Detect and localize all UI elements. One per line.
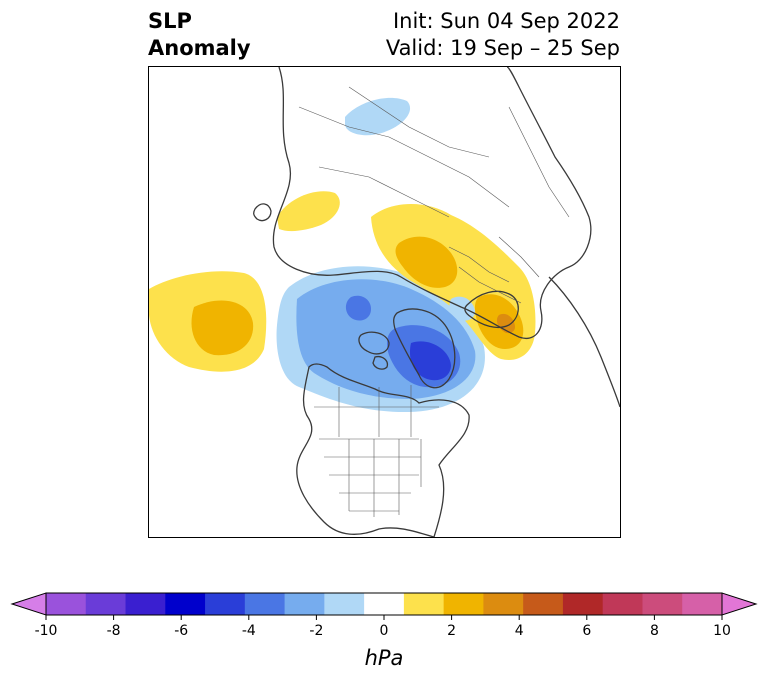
coastline-africa: [548, 276, 620, 408]
borders-europe: [448, 236, 540, 304]
coastline-layer: [253, 67, 620, 537]
colorbar-cell: [682, 593, 723, 615]
colorbar-cells: [10, 592, 758, 616]
colorbar-cell: [284, 593, 325, 615]
title-line-1: SLP: [148, 9, 192, 33]
borders-canada: [314, 385, 439, 437]
colorbar-cell: [85, 593, 127, 615]
anomaly-russia-high-inner: [395, 236, 458, 288]
valid-dates: Valid: 19 Sep – 25 Sep: [385, 36, 620, 60]
coastline-japan: [253, 203, 272, 222]
colorbar-cell: [205, 593, 246, 615]
colorbar-cell: [244, 593, 286, 615]
coastline-eurasia: [272, 67, 592, 339]
colorbar-tick-label: 10: [713, 623, 731, 639]
colorbar-cell: [443, 593, 484, 615]
colorbar-tick-label: 6: [582, 623, 591, 639]
colorbar-cell: [403, 593, 445, 615]
colorbar-cell: [46, 593, 87, 615]
colorbar-extend-min: [10, 592, 47, 616]
colorbar-cell: [324, 593, 365, 615]
slp-anomaly-map: [148, 66, 621, 538]
colorbar-tick-label: -6: [174, 623, 188, 639]
colorbar-cell: [125, 593, 166, 615]
colorbar-tick-label: -2: [309, 623, 323, 639]
colorbar: -10 -8 -6 -4 -2 0 2 4 6 8 10: [0, 585, 768, 649]
colorbar-tick-label: 8: [650, 623, 659, 639]
colorbar-ticks: -10 -8 -6 -4 -2 0 2 4 6 8 10: [35, 615, 731, 639]
colorbar-cell: [523, 593, 564, 615]
colorbar-extend-max: [721, 592, 758, 616]
title-line-2: Anomaly: [148, 36, 251, 60]
coastline-arctic-islands: [358, 331, 390, 370]
anomaly-fill-layer: [149, 97, 536, 413]
forecast-dates: Init: Sun 04 Sep 2022 Valid: 19 Sep – 25…: [386, 8, 620, 62]
border-layer: [298, 86, 570, 517]
anomaly-pacific-high-inner: [191, 300, 254, 356]
coastline-north-america: [296, 363, 470, 537]
borders-usa-states: [319, 438, 422, 517]
colorbar-tick-label: 2: [447, 623, 456, 639]
init-date: Init: Sun 04 Sep 2022: [392, 9, 620, 33]
colorbar-tick-label: -10: [35, 623, 58, 639]
anomaly-central-asia-high: [277, 191, 340, 232]
colorbar-cell: [165, 593, 206, 615]
anomaly-arctic-low-core: [409, 341, 451, 381]
anomaly-arctic-low-west: [345, 295, 371, 321]
anomaly-top-low: [345, 97, 411, 136]
colorbar-cell: [642, 593, 683, 615]
colorbar-svg: -10 -8 -6 -4 -2 0 2 4 6 8 10: [10, 592, 758, 639]
colorbar-tick-label: -8: [107, 623, 121, 639]
colorbar-cell: [364, 593, 405, 615]
colorbar-tick-label: -4: [242, 623, 256, 639]
coastline-greenland: [393, 308, 456, 389]
colorbar-cell: [562, 593, 604, 615]
colorbar-unit-label: hPa: [364, 646, 404, 670]
colorbar-tick-label: 0: [380, 623, 389, 639]
colorbar-tick-label: 4: [515, 623, 524, 639]
borders-asia: [298, 86, 570, 218]
map-title: SLP Anomaly: [148, 8, 251, 62]
colorbar-cell: [483, 593, 524, 615]
colorbar-cell: [602, 593, 643, 615]
